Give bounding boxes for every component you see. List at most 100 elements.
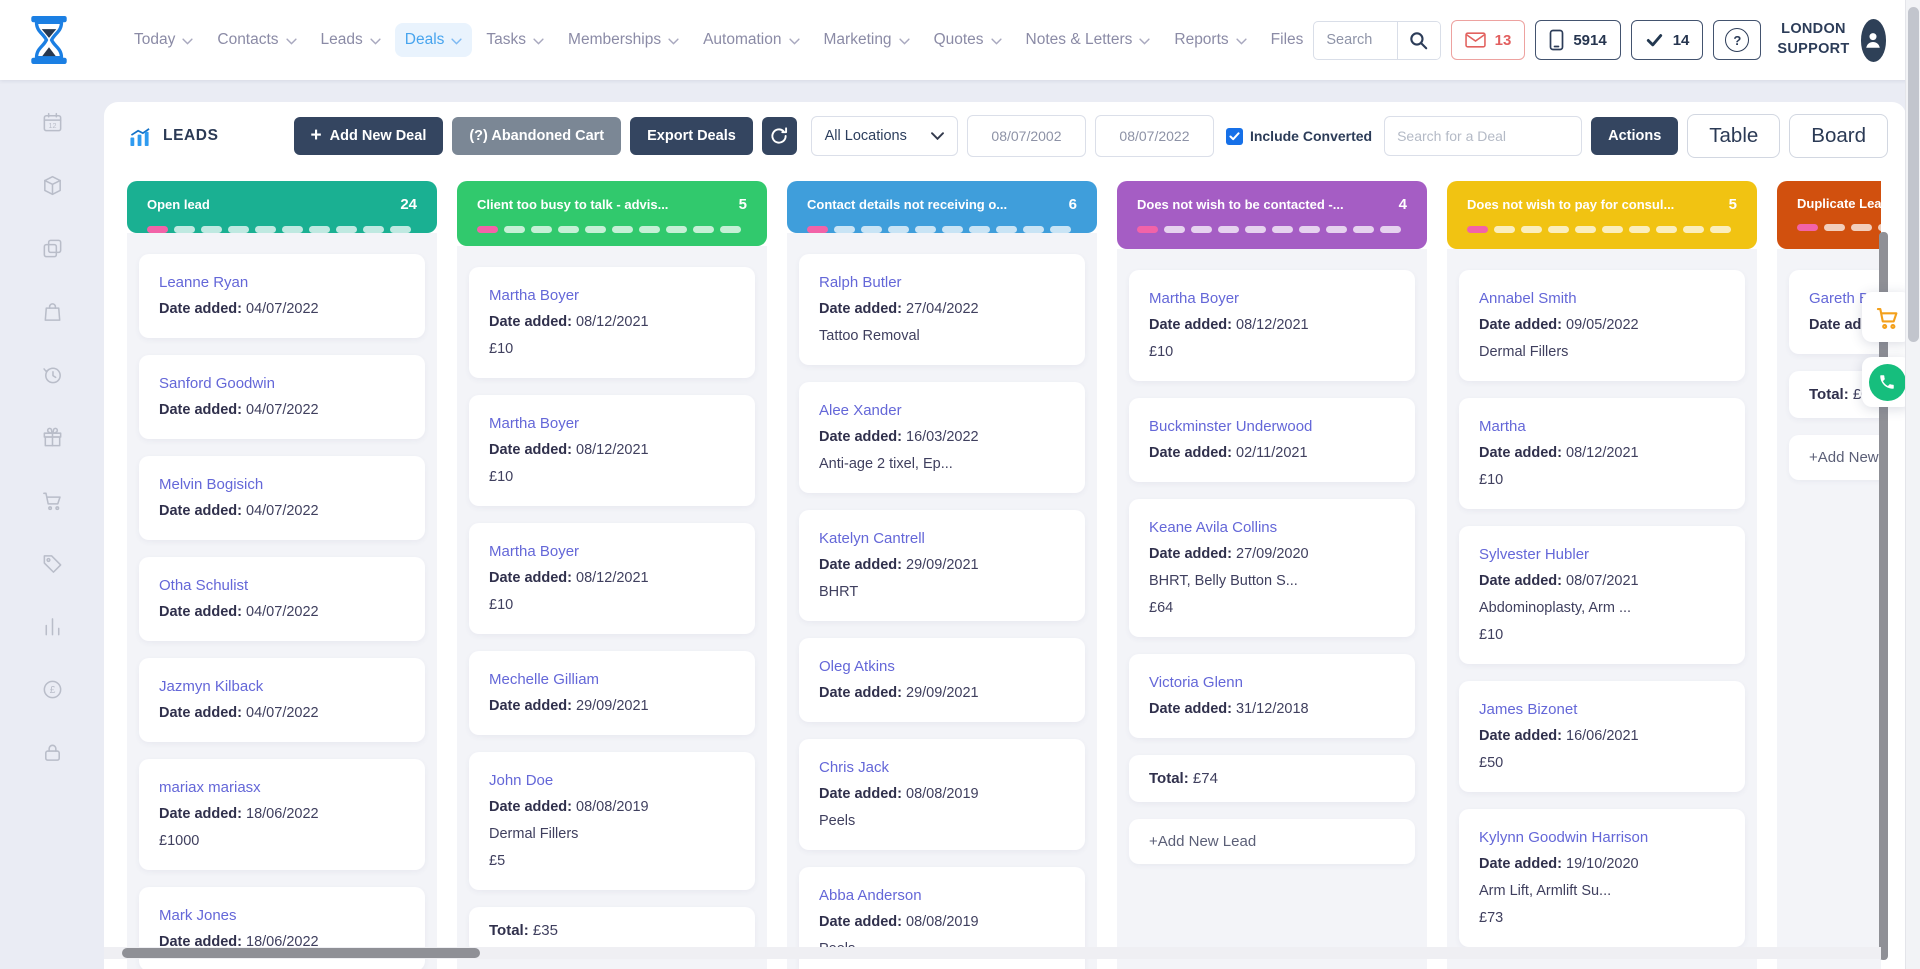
- lead-name-link[interactable]: Martha Boyer: [1149, 290, 1240, 307]
- bag-icon[interactable]: [37, 299, 67, 323]
- page-scrollbar[interactable]: [1908, 7, 1919, 342]
- lead-card[interactable]: Martha Boyer Date added: 08/12/2021 £10: [1129, 270, 1415, 381]
- lead-card[interactable]: Victoria Glenn Date added: 31/12/2018: [1129, 654, 1415, 738]
- copy-icon[interactable]: [37, 236, 67, 260]
- lead-card[interactable]: mariax mariasx Date added: 18/06/2022 £100…: [139, 759, 425, 870]
- lead-name-link[interactable]: Leanne Ryan: [159, 274, 249, 291]
- history-icon[interactable]: [37, 362, 67, 386]
- lead-name-link[interactable]: Victoria Glenn: [1149, 674, 1243, 691]
- lead-name-link[interactable]: Martha Boyer: [489, 543, 580, 560]
- lead-card[interactable]: Kylynn Goodwin Harrison Date added: 19/10…: [1459, 809, 1745, 947]
- package-icon[interactable]: [37, 173, 67, 197]
- nav-item-automation[interactable]: Automation: [693, 23, 809, 57]
- nav-item-memberships[interactable]: Memberships: [558, 23, 689, 57]
- lead-name-link[interactable]: Martha Boyer: [489, 415, 580, 432]
- lead-card[interactable]: Sanford Goodwin Date added: 04/07/2022: [139, 355, 425, 439]
- lead-card[interactable]: Chris Jack Date added: 08/08/2019 Peels: [799, 739, 1085, 850]
- lead-name-link[interactable]: Oleg Atkins: [819, 658, 895, 675]
- app-logo-icon[interactable]: [26, 15, 72, 65]
- lead-name-link[interactable]: Abba Anderson: [819, 887, 922, 904]
- lead-card[interactable]: Annabel Smith Date added: 09/05/2022 Derma…: [1459, 270, 1745, 381]
- actions-button[interactable]: Actions: [1591, 117, 1679, 155]
- add-new-lead-button[interactable]: +Add New Lead: [1129, 819, 1415, 864]
- lead-name-link[interactable]: Otha Schulist: [159, 577, 249, 594]
- lead-name-link[interactable]: Chris Jack: [819, 759, 890, 776]
- lead-name-link[interactable]: Martha Boyer: [489, 287, 580, 304]
- nav-item-files[interactable]: Files: [1261, 23, 1314, 57]
- messages-badge[interactable]: 13: [1450, 20, 1526, 60]
- lead-card[interactable]: Keane Avila Collins Date added: 27/09/202…: [1129, 499, 1415, 637]
- lead-card[interactable]: Ralph Butler Date added: 27/04/2022 Tattoo…: [799, 254, 1085, 365]
- cart-icon[interactable]: [37, 488, 67, 512]
- lead-card[interactable]: James Bizonet Date added: 16/06/2021 £50: [1459, 681, 1745, 792]
- board-horizontal-scrollbar[interactable]: [122, 948, 480, 958]
- refresh-button[interactable]: [761, 117, 797, 155]
- abandoned-cart-button[interactable]: (?) Abandoned Cart: [452, 117, 622, 155]
- export-deals-button[interactable]: Export Deals: [630, 117, 753, 155]
- lead-name-link[interactable]: Ralph Butler: [819, 274, 902, 291]
- search-input[interactable]: [1314, 32, 1397, 48]
- lock-icon[interactable]: [37, 740, 67, 764]
- tag-icon[interactable]: [37, 551, 67, 575]
- lead-name-link[interactable]: Alee Xander: [819, 402, 902, 419]
- board-view-button[interactable]: Board: [1789, 114, 1888, 158]
- nav-item-leads[interactable]: Leads: [311, 23, 391, 57]
- lead-card[interactable]: Katelyn Cantrell Date added: 29/09/2021 BH…: [799, 510, 1085, 621]
- date-from-input[interactable]: [966, 115, 1086, 157]
- include-converted-checkbox[interactable]: [1225, 127, 1243, 145]
- nav-item-today[interactable]: Today: [124, 23, 203, 57]
- lead-name-link[interactable]: Kylynn Goodwin Harrison: [1479, 829, 1649, 846]
- lead-name-link[interactable]: Jazmyn Kilback: [159, 678, 264, 695]
- date-to-input[interactable]: [1094, 115, 1214, 157]
- lead-name-link[interactable]: Melvin Bogisich: [159, 476, 264, 493]
- add-new-deal-button[interactable]: + Add New Deal: [293, 117, 444, 155]
- help-badge[interactable]: ?: [1713, 20, 1762, 60]
- lead-card[interactable]: Melvin Bogisich Date added: 04/07/2022: [139, 456, 425, 540]
- lead-name-link[interactable]: Sylvester Hubler: [1479, 546, 1590, 563]
- nav-item-notes-letters[interactable]: Notes & Letters: [1016, 23, 1161, 57]
- lead-card[interactable]: Martha Boyer Date added: 08/12/2021 £10: [469, 395, 755, 506]
- board-vertical-scrollbar[interactable]: [1879, 232, 1888, 960]
- nav-item-contacts[interactable]: Contacts: [207, 23, 306, 57]
- lead-name-link[interactable]: Sanford Goodwin: [159, 375, 275, 392]
- lead-name-link[interactable]: mariax mariasx: [159, 779, 261, 796]
- lead-name-link[interactable]: Buckminster Underwood: [1149, 418, 1313, 435]
- lead-card[interactable]: Martha Date added: 08/12/2021 £10: [1459, 398, 1745, 509]
- lead-card[interactable]: Buckminster Underwood Date added: 02/11/2…: [1129, 398, 1415, 482]
- lead-card[interactable]: John Doe Date added: 08/08/2019 Dermal Fil…: [469, 752, 755, 890]
- deal-search-input[interactable]: [1384, 116, 1583, 156]
- lead-card[interactable]: Martha Boyer Date added: 08/12/2021 £10: [469, 523, 755, 634]
- pound-icon[interactable]: £: [37, 677, 67, 701]
- lead-name-link[interactable]: Mechelle Gilliam: [489, 671, 600, 688]
- lead-card[interactable]: Leanne Ryan Date added: 04/07/2022: [139, 254, 425, 338]
- lead-card[interactable]: Alee Xander Date added: 16/03/2022 Anti-ag…: [799, 382, 1085, 493]
- gift-icon[interactable]: [37, 425, 67, 449]
- lead-name-link[interactable]: Annabel Smith: [1479, 290, 1577, 307]
- lead-card[interactable]: Jazmyn Kilback Date added: 04/07/2022: [139, 658, 425, 742]
- nav-item-quotes[interactable]: Quotes: [924, 23, 1012, 57]
- lead-name-link[interactable]: John Doe: [489, 772, 554, 789]
- add-new-lead-button[interactable]: +Add New Lead: [1789, 435, 1881, 480]
- lead-name-link[interactable]: Katelyn Cantrell: [819, 530, 925, 547]
- lead-name-link[interactable]: Martha: [1479, 418, 1526, 435]
- avatar[interactable]: [1860, 18, 1886, 62]
- abandoned-cart-float-button[interactable]: [1862, 292, 1912, 342]
- report-icon[interactable]: [37, 614, 67, 638]
- table-view-button[interactable]: Table: [1687, 114, 1781, 158]
- nav-item-reports[interactable]: Reports: [1164, 23, 1256, 57]
- lead-card[interactable]: Mechelle Gilliam Date added: 29/09/2021: [469, 651, 755, 735]
- locations-select[interactable]: All Locations: [810, 116, 958, 156]
- nav-item-deals[interactable]: Deals: [394, 23, 473, 57]
- nav-item-tasks[interactable]: Tasks: [476, 23, 554, 57]
- lead-card[interactable]: Otha Schulist Date added: 04/07/2022: [139, 557, 425, 641]
- calls-badge[interactable]: 5914: [1535, 20, 1621, 60]
- lead-card[interactable]: Oleg Atkins Date added: 29/09/2021: [799, 638, 1085, 722]
- lead-name-link[interactable]: Mark Jones: [159, 907, 237, 924]
- lead-name-link[interactable]: Keane Avila Collins: [1149, 519, 1278, 536]
- lead-name-link[interactable]: James Bizonet: [1479, 701, 1578, 718]
- lead-card[interactable]: Martha Boyer Date added: 08/12/2021 £10: [469, 267, 755, 378]
- lead-card[interactable]: Sylvester Hubler Date added: 08/07/2021 Ab…: [1459, 526, 1745, 664]
- calendar-icon[interactable]: 12: [37, 110, 67, 134]
- nav-item-marketing[interactable]: Marketing: [814, 23, 920, 57]
- search-icon[interactable]: [1396, 21, 1440, 59]
